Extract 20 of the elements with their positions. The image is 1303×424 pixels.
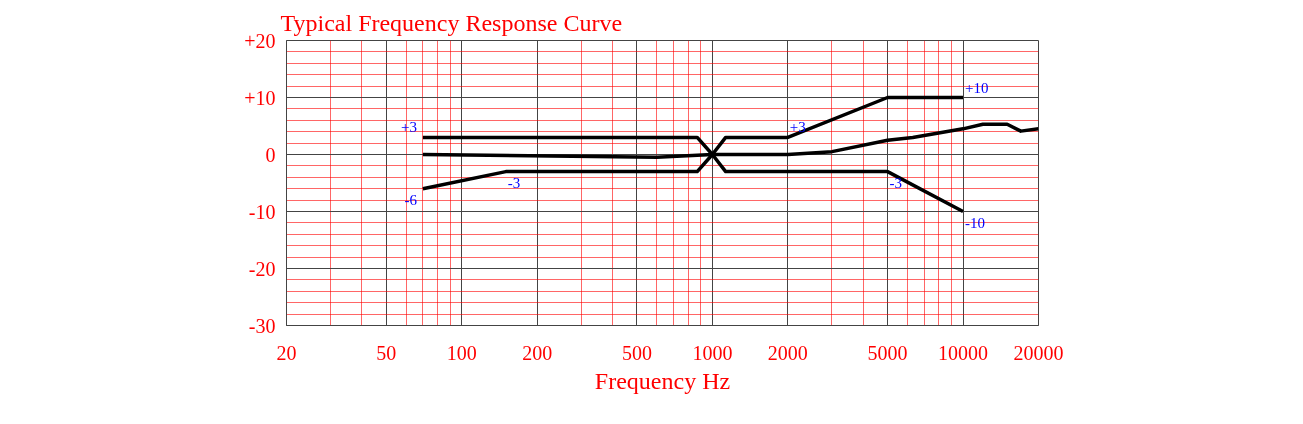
- x-tick-label: 20000: [1013, 341, 1064, 364]
- x-tick-label: 50: [376, 341, 397, 364]
- y-tick-label: +10: [244, 86, 276, 109]
- x-tick-label: 200: [522, 341, 553, 364]
- y-tick-label: +20: [244, 29, 276, 52]
- x-tick-label: 10000: [938, 341, 989, 364]
- chart-title: Typical Frequency Response Curve: [280, 9, 623, 36]
- annotation: -3: [889, 174, 903, 191]
- annotation: -3: [507, 174, 521, 191]
- x-tick-label: 100: [446, 341, 477, 364]
- x-tick-label: 1000: [692, 341, 733, 364]
- x-tick-label: 5000: [867, 341, 908, 364]
- y-tick-label: -20: [248, 257, 276, 280]
- x-tick-label: 2000: [767, 341, 808, 364]
- x-tick-label: 500: [621, 341, 652, 364]
- x-tick-label: 20: [276, 341, 297, 364]
- x-axis-title: Frequency Hz: [594, 367, 731, 394]
- y-tick-label: -30: [248, 314, 276, 337]
- y-tick-label: 0: [265, 143, 276, 166]
- y-tick-label: -10: [248, 200, 276, 223]
